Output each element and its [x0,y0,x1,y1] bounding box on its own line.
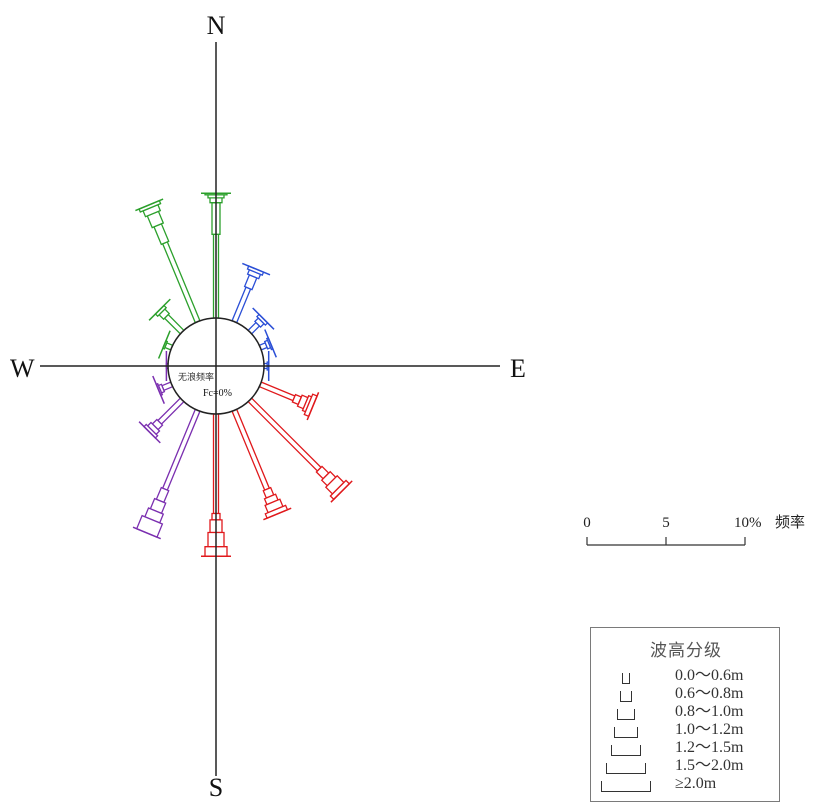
rose-segment-ese-class-1 [258,381,296,402]
legend-class-glyph [620,691,632,702]
rose-segment-sw-class-1 [156,397,185,426]
legend-row: 0.0～0.6m [591,667,781,686]
rose-segment-nnw-class-1 [161,241,201,324]
rose-cap-ese [306,392,320,421]
scale-label-5: 5 [662,515,670,531]
rose-segment-sse-class-1 [231,408,271,491]
rose-cap-se [330,480,353,503]
legend-class-glyph [617,709,635,720]
wave-height-legend: 波高分级 0.0～0.6m 0.6～0.8m 0.8～1.0m 1.0～1.2m 1.2… [590,627,780,802]
west-label: W [10,354,35,383]
scale-unit-label: 频率 [775,514,805,531]
legend-class-label: 1.5～2.0m [675,757,744,774]
legend-class-label: 1.2～1.5m [675,739,744,756]
legend-row: ≥2.0m [591,775,781,794]
legend-class-label: 0.6～0.8m [675,685,744,702]
rose-cap-sw [138,421,161,444]
scale-label-0: 0 [583,515,591,531]
legend-class-label: 0.0～0.6m [675,667,744,684]
legend-class-glyph [606,763,646,774]
rose-cap-wnw [157,330,171,359]
scale-label-10: 10% [734,515,762,531]
north-label: N [207,11,226,40]
rose-cap-ne [252,307,275,330]
legend-row: 1.5～2.0m [591,757,781,776]
legend-class-label: ≥2.0m [675,775,717,792]
legend-class-glyph [614,727,638,738]
legend-class-glyph [611,745,641,756]
rose-cap-ssw [132,526,161,540]
rose-segment-nnw-class-2 [153,222,170,246]
legend-class-glyph [622,673,630,684]
calm-label: 无浪频率 [178,371,214,382]
calm-frequency: Fc=0% [203,388,232,399]
east-label: E [510,354,526,383]
legend-class-glyph [601,781,651,792]
legend-row: 1.2～1.5m [591,739,781,758]
rose-cap-ene [264,329,277,358]
rose-arms [132,192,353,557]
rose-cap-nnw [135,198,164,212]
rose-cap-sse [263,507,292,521]
legend-class-label: 0.8～1.0m [675,703,744,720]
legend-class-label: 1.0～1.2m [675,721,744,738]
rose-cap-wsw [152,375,165,404]
legend-title: 波高分级 [650,641,722,660]
rose-segment-ssw-class-1 [161,408,201,491]
legend-row: 0.6～0.8m [591,685,781,704]
rose-segment-nne-class-1 [231,286,252,324]
rose-cap-nne [242,262,271,276]
rose-cap-nw [148,298,171,321]
legend-row: 0.8～1.0m [591,703,781,722]
rose-segment-nw-class-1 [163,313,185,335]
legend-row: 1.0～1.2m [591,721,781,740]
south-label: S [209,773,223,798]
frequency-scale-bar: 0 5 10% 频率 [583,514,805,546]
